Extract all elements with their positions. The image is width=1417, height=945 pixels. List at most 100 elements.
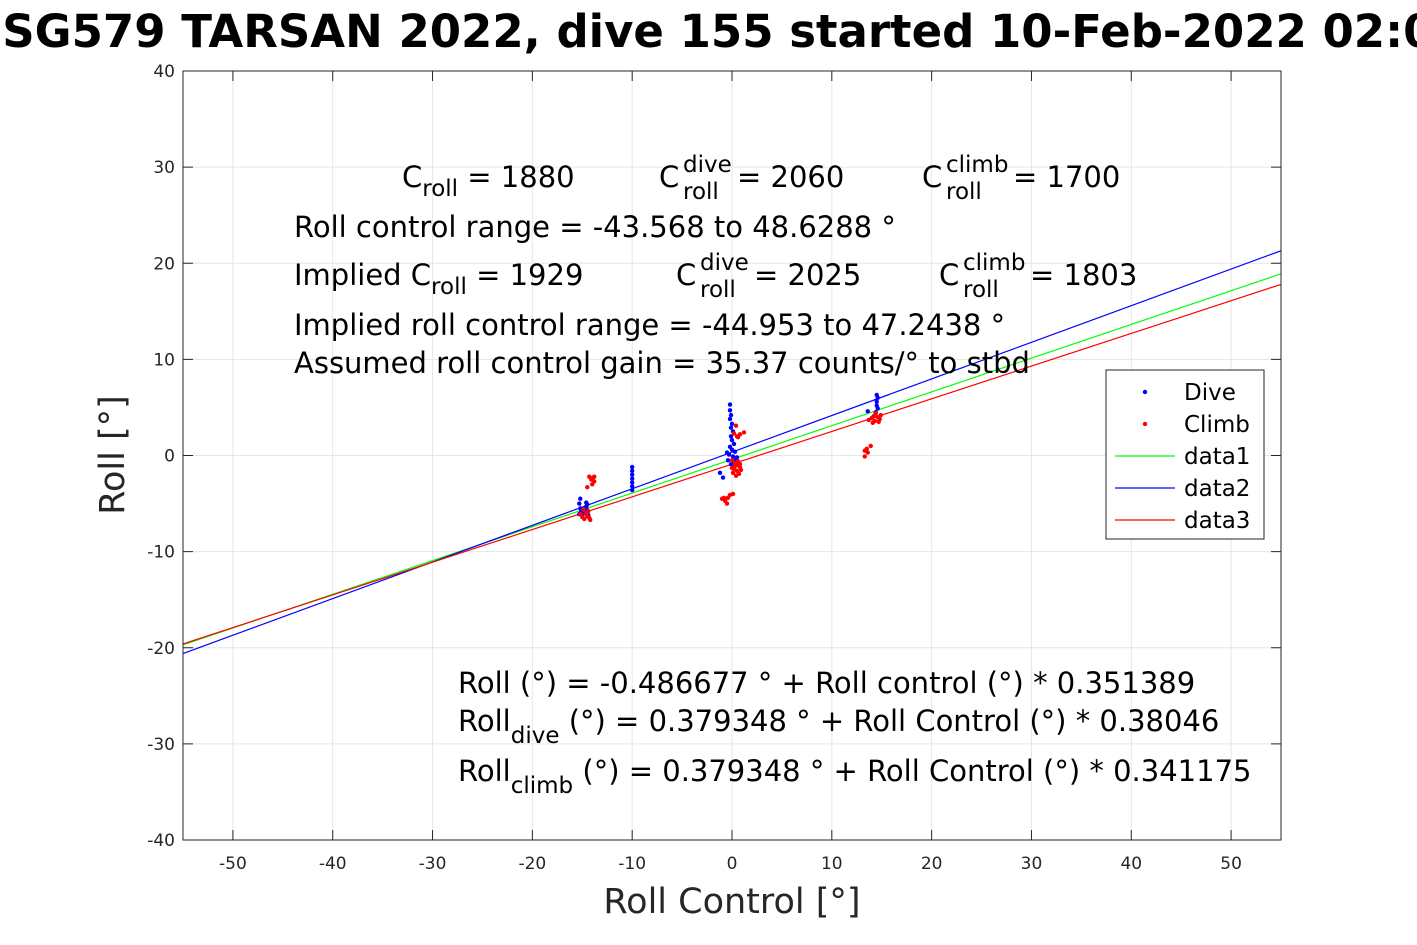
point-climb	[738, 467, 744, 473]
point-climb	[877, 416, 882, 422]
x-tick-label: -50	[219, 854, 247, 874]
annotation-implied-c-roll-climb-sub: roll	[963, 277, 999, 303]
point-climb	[868, 443, 873, 449]
annotation-c-roll-dive-sub: roll	[683, 179, 719, 205]
x-tick-label: 10	[821, 854, 843, 874]
legend-marker	[1142, 389, 1148, 395]
x-tick-label: 20	[921, 854, 943, 874]
annotation-c-roll-dive-value: = 2060	[737, 160, 844, 194]
point-climb	[581, 507, 586, 512]
point-dive	[629, 464, 635, 470]
x-axis-label: Roll Control [°]	[603, 882, 860, 922]
legend-marker	[1142, 421, 1148, 427]
point-dive	[727, 402, 733, 407]
point-climb	[870, 420, 875, 426]
point-climb	[864, 446, 869, 451]
x-tick-label: -10	[618, 854, 646, 874]
point-climb	[873, 411, 878, 416]
chart-title: SG579 TARSAN 2022, dive 155 started 10-F…	[2, 5, 1417, 58]
point-dive	[629, 487, 635, 493]
point-climb	[582, 516, 587, 522]
x-tick-label: 40	[1120, 854, 1142, 874]
legend-label: Dive	[1184, 380, 1236, 406]
point-dive	[874, 399, 879, 404]
annotation-c-roll: Croll = 1880	[402, 160, 575, 202]
annotation-c-roll-dive: C	[659, 160, 679, 194]
point-climb	[730, 491, 736, 497]
point-climb	[585, 485, 590, 490]
y-tick-label: 10	[153, 350, 175, 370]
annotation-fit: Roll (°) = -0.486677 ° + Roll control (°…	[458, 666, 1195, 700]
point-climb	[733, 473, 739, 478]
point-climb	[878, 412, 883, 418]
point-dive	[728, 461, 734, 467]
point-dive	[728, 434, 734, 439]
point-climb	[737, 461, 743, 467]
point-climb	[729, 465, 735, 471]
y-tick-label: -40	[147, 831, 175, 851]
point-dive	[734, 455, 740, 460]
annotation-implied-c-roll-dive-sup: dive	[700, 250, 749, 276]
y-tick-label: 20	[153, 254, 175, 274]
legend-items: Dive Climb data1 data2 data3	[1115, 380, 1250, 534]
y-tick-label: 30	[153, 158, 175, 178]
point-climb	[578, 511, 583, 517]
point-dive	[728, 412, 734, 418]
point-dive	[578, 496, 583, 501]
y-tick-label: 40	[153, 62, 175, 82]
y-axis-label: Roll [°]	[93, 395, 133, 515]
annotation-range: Roll control range = -43.568 to 48.6288 …	[294, 210, 896, 244]
point-climb	[735, 435, 741, 440]
point-climb	[724, 501, 730, 506]
point-dive	[629, 468, 635, 474]
annotation-implied-c-roll-climb: C	[939, 258, 959, 292]
x-tick-label: -20	[518, 854, 546, 874]
point-climb	[721, 495, 727, 500]
point-dive	[629, 472, 635, 477]
point-dive	[720, 475, 726, 480]
y-tick-label: 0	[164, 447, 175, 467]
legend-label: data3	[1184, 508, 1250, 534]
point-dive	[725, 458, 731, 463]
axis-ticks: -50 -40 -30 -20 -10 0 10 20 30 40 50 -40 -30 -20 -10 0 1…	[147, 62, 1281, 874]
annotation-implied-c-roll-dive-sub: roll	[700, 277, 736, 303]
point-dive	[865, 409, 870, 414]
annotation-fit-dive: Rolldive (°) = 0.379348 ° + Roll Control…	[458, 704, 1219, 749]
point-climb	[731, 431, 737, 436]
point-dive	[717, 470, 723, 476]
legend-box	[1105, 369, 1265, 540]
point-dive	[629, 476, 635, 481]
point-dive	[727, 416, 733, 422]
scatter-points	[577, 392, 883, 523]
annotation-c-roll-climb-sup: climb	[946, 152, 1008, 178]
legend-label: data1	[1184, 444, 1250, 470]
point-climb	[741, 430, 747, 435]
point-climb	[729, 458, 735, 463]
annotation-c-roll-climb-value: = 1700	[1013, 160, 1120, 194]
point-dive	[629, 484, 635, 489]
point-dive	[629, 480, 635, 485]
x-tick-label: 0	[727, 854, 738, 874]
annotation-implied-c-roll-dive-value: = 2025	[754, 258, 861, 292]
annotation-implied-range: Implied roll control range = -44.953 to …	[294, 308, 1005, 342]
point-climb	[592, 474, 597, 479]
point-dive	[731, 441, 737, 447]
annotation-implied-c-roll-climb-sup: climb	[963, 250, 1025, 276]
y-tick-label: -30	[147, 735, 175, 755]
point-dive	[728, 425, 734, 430]
point-dive	[724, 450, 730, 455]
y-tick-label: -10	[147, 543, 175, 563]
point-climb	[590, 482, 595, 487]
x-tick-label: -30	[419, 854, 447, 874]
point-dive	[729, 421, 735, 426]
annotation-c-roll-climb-sub: roll	[946, 179, 982, 205]
point-dive	[875, 406, 880, 411]
point-dive	[577, 501, 582, 506]
point-dive	[585, 502, 590, 507]
point-climb	[733, 423, 739, 428]
x-tick-label: 30	[1021, 854, 1043, 874]
annotation-c-roll-climb: C	[922, 160, 942, 194]
series-line-data2	[182, 250, 1282, 655]
point-dive	[729, 437, 735, 443]
point-climb	[730, 470, 736, 476]
